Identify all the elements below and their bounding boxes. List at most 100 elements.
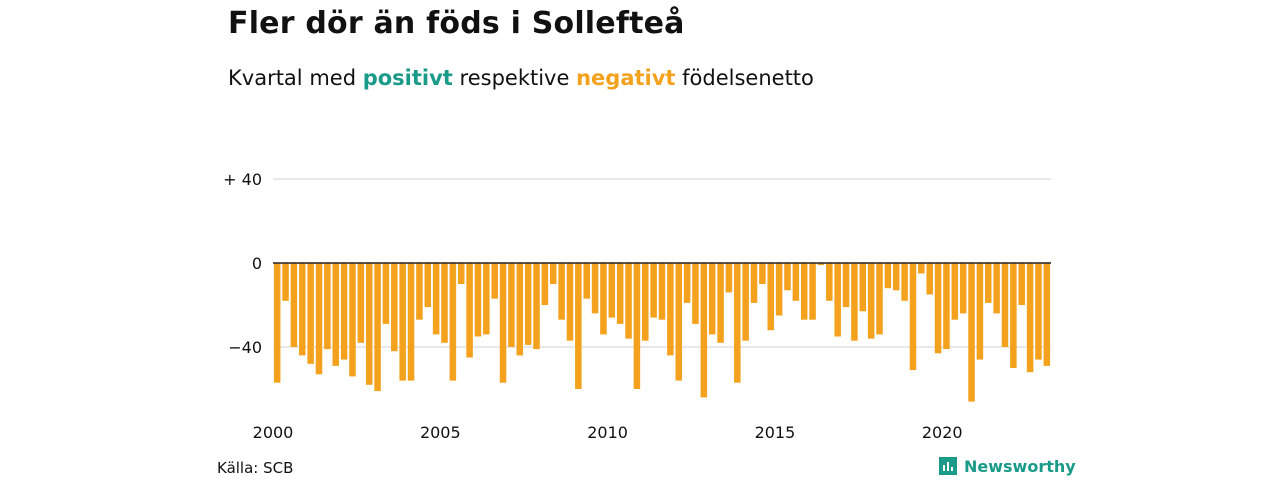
bar <box>533 263 540 350</box>
bar <box>315 263 323 375</box>
bar <box>349 263 356 377</box>
bar <box>600 263 607 335</box>
bar <box>943 263 950 350</box>
bar <box>382 263 390 324</box>
source-label: Källa: SCB <box>217 459 294 477</box>
bar <box>742 263 749 341</box>
bar <box>374 263 381 392</box>
subtitle-negative-label: negativt <box>576 66 676 90</box>
bar <box>340 263 348 360</box>
bar <box>934 263 942 354</box>
chart-subtitle: Kvartal med positivt respektive negativt… <box>228 66 814 90</box>
bar <box>725 263 733 293</box>
bar <box>549 263 557 284</box>
brand: Newsworthy <box>938 456 1076 476</box>
bar <box>650 263 657 318</box>
bar <box>959 263 967 314</box>
subtitle-text-2: respektive <box>459 66 570 90</box>
bar <box>826 263 833 301</box>
x-tick-label: 2010 <box>587 423 628 442</box>
bar <box>1035 263 1042 360</box>
bar <box>985 263 992 303</box>
bar <box>901 263 908 301</box>
bar <box>499 263 507 383</box>
bar <box>951 263 959 320</box>
bar <box>474 263 482 337</box>
bar <box>759 263 766 284</box>
bar <box>867 263 875 339</box>
bar <box>800 263 808 320</box>
bar <box>692 263 699 324</box>
bar <box>675 263 682 381</box>
bar <box>508 263 515 347</box>
bar <box>524 263 532 345</box>
x-tick-label: 2015 <box>755 423 796 442</box>
bar <box>625 263 632 339</box>
bar <box>767 263 775 331</box>
y-tick-label: −40 <box>228 338 262 357</box>
newsworthy-logo-icon <box>939 457 957 475</box>
bar <box>1001 263 1009 347</box>
bar <box>282 263 289 301</box>
bar <box>842 263 850 308</box>
bar <box>633 263 641 389</box>
bar <box>775 263 783 316</box>
bar <box>391 263 398 352</box>
bar <box>608 263 616 318</box>
bar <box>332 263 340 366</box>
bar <box>1026 263 1034 373</box>
x-tick-label: 2000 <box>253 423 294 442</box>
bar <box>1018 263 1025 305</box>
chart-title: Fler dör än föds i Sollefteå <box>228 6 685 41</box>
bar <box>968 263 975 402</box>
bar <box>299 263 306 356</box>
bar <box>575 263 582 389</box>
bar <box>449 263 457 381</box>
bar <box>918 263 925 274</box>
bar <box>457 263 465 284</box>
bar <box>424 263 432 308</box>
bar <box>976 263 984 360</box>
bar <box>851 263 858 341</box>
bar <box>834 263 841 337</box>
bar <box>407 263 415 381</box>
bar <box>441 263 448 343</box>
brand-name: Newsworthy <box>964 456 1076 476</box>
y-tick-label: 0 <box>252 254 262 273</box>
bar <box>357 263 365 343</box>
bar <box>307 263 314 364</box>
bar <box>1043 263 1051 366</box>
bar <box>591 263 599 314</box>
bar <box>993 263 1000 314</box>
subtitle-positive-label: positivt <box>362 66 453 90</box>
bar <box>809 263 816 320</box>
bar <box>892 263 900 291</box>
bar <box>909 263 917 371</box>
bar <box>667 263 674 356</box>
y-tick-label: + 40 <box>223 170 262 189</box>
bar <box>683 263 691 303</box>
bar <box>558 263 565 320</box>
bar <box>583 263 590 299</box>
bar <box>876 263 883 335</box>
bar <box>290 263 298 347</box>
bar <box>884 263 892 289</box>
bar <box>483 263 490 335</box>
bar <box>541 263 549 305</box>
x-tick-label: 2005 <box>420 423 461 442</box>
bar <box>1010 263 1017 368</box>
bar <box>859 263 867 312</box>
bar <box>792 263 800 301</box>
bar <box>750 263 758 303</box>
x-tick-label: 2020 <box>922 423 963 442</box>
bar <box>273 263 281 383</box>
bar <box>416 263 423 320</box>
bar <box>658 263 666 320</box>
bar <box>491 263 498 299</box>
bar <box>324 263 331 350</box>
bar <box>817 263 825 266</box>
bar <box>516 263 524 356</box>
bar <box>717 263 724 343</box>
subtitle-text-1: Kvartal med <box>228 66 357 90</box>
subtitle-text-3: födelsenetto <box>682 66 814 90</box>
